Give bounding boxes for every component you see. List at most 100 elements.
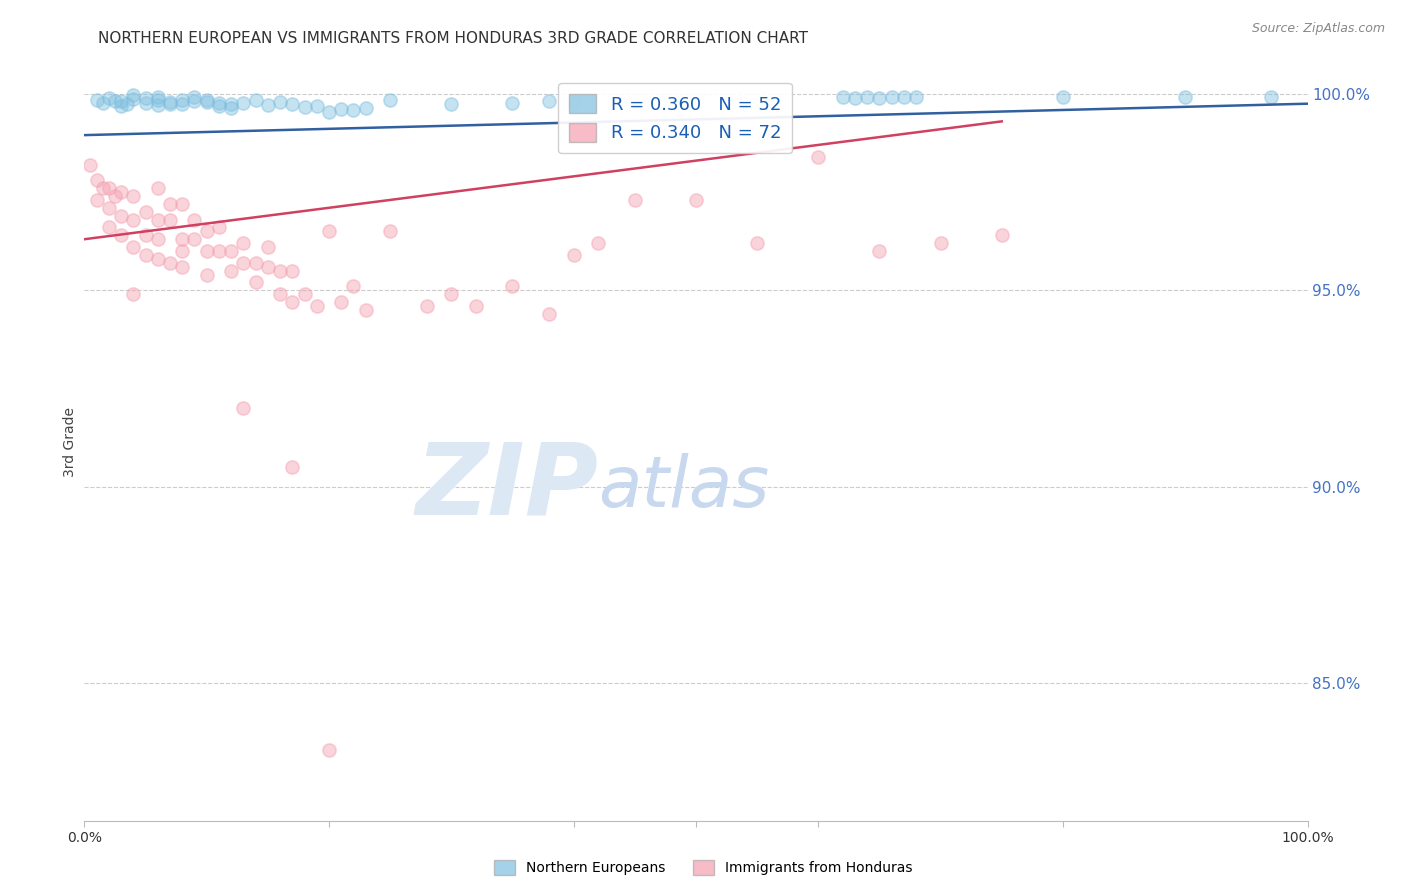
Point	[219, 244, 242, 258]
Point	[146, 98, 169, 112]
Point	[208, 99, 231, 113]
Point	[305, 299, 328, 313]
Point	[281, 295, 304, 310]
Point	[844, 91, 866, 105]
Point	[1174, 89, 1197, 103]
Point	[219, 96, 242, 111]
Point	[97, 201, 120, 215]
Point	[159, 256, 181, 270]
Point	[380, 93, 402, 107]
Point	[97, 220, 120, 235]
Point	[342, 279, 364, 293]
Y-axis label: 3rd Grade: 3rd Grade	[63, 407, 77, 476]
Point	[86, 93, 108, 107]
Point	[146, 252, 169, 266]
Point	[294, 287, 316, 301]
Point	[122, 189, 145, 203]
Point	[183, 95, 205, 109]
Point	[929, 236, 952, 251]
Point	[110, 99, 132, 113]
Point	[122, 88, 145, 103]
Point	[330, 295, 353, 310]
Point	[905, 90, 928, 104]
Point	[257, 240, 280, 254]
Point	[294, 100, 316, 114]
Point	[159, 97, 181, 112]
Point	[586, 236, 609, 251]
Point	[172, 197, 194, 211]
Text: atlas: atlas	[598, 452, 769, 522]
Point	[195, 93, 218, 107]
Point	[219, 263, 242, 277]
Point	[685, 193, 707, 207]
Legend: R = 0.360   N = 52, R = 0.340   N = 72: R = 0.360 N = 52, R = 0.340 N = 72	[558, 83, 792, 153]
Point	[245, 256, 267, 270]
Point	[110, 209, 132, 223]
Point	[354, 302, 377, 317]
Point	[122, 92, 145, 106]
Point	[269, 263, 291, 277]
Point	[232, 256, 254, 270]
Legend: Northern Europeans, Immigrants from Honduras: Northern Europeans, Immigrants from Hond…	[488, 855, 918, 880]
Point	[172, 244, 194, 258]
Point	[195, 244, 218, 258]
Text: ZIP: ZIP	[415, 439, 598, 535]
Point	[208, 220, 231, 235]
Point	[464, 299, 486, 313]
Point	[219, 101, 242, 115]
Point	[245, 93, 267, 107]
Point	[380, 224, 402, 238]
Text: Source: ZipAtlas.com: Source: ZipAtlas.com	[1251, 22, 1385, 36]
Point	[195, 95, 218, 109]
Point	[1260, 90, 1282, 104]
Point	[538, 94, 561, 108]
Point	[330, 102, 353, 116]
Point	[135, 248, 157, 262]
Point	[172, 96, 194, 111]
Point	[869, 244, 891, 258]
Point	[269, 287, 291, 301]
Point	[86, 193, 108, 207]
Point	[1052, 89, 1074, 103]
Point	[110, 94, 132, 108]
Point	[135, 228, 157, 243]
Point	[562, 248, 585, 262]
Point	[146, 89, 169, 103]
Point	[110, 185, 132, 199]
Point	[195, 224, 218, 238]
Point	[159, 95, 181, 109]
Point	[232, 95, 254, 110]
Point	[172, 260, 194, 274]
Point	[893, 90, 915, 104]
Text: NORTHERN EUROPEAN VS IMMIGRANTS FROM HONDURAS 3RD GRADE CORRELATION CHART: NORTHERN EUROPEAN VS IMMIGRANTS FROM HON…	[98, 31, 808, 46]
Point	[195, 268, 218, 282]
Point	[245, 276, 267, 290]
Point	[257, 98, 280, 112]
Point	[135, 96, 157, 111]
Point	[991, 228, 1014, 243]
Point	[208, 95, 231, 110]
Point	[146, 232, 169, 246]
Point	[110, 228, 132, 243]
Point	[146, 212, 169, 227]
Point	[416, 299, 439, 313]
Point	[183, 90, 205, 104]
Point	[86, 173, 108, 187]
Point	[135, 204, 157, 219]
Point	[91, 181, 114, 195]
Point	[122, 240, 145, 254]
Point	[135, 91, 157, 105]
Point	[208, 244, 231, 258]
Point	[104, 94, 127, 108]
Point	[807, 150, 830, 164]
Point	[856, 89, 879, 103]
Point	[146, 93, 169, 107]
Point	[342, 103, 364, 118]
Point	[281, 460, 304, 475]
Point	[115, 96, 138, 111]
Point	[747, 236, 769, 251]
Point	[122, 287, 145, 301]
Point	[172, 232, 194, 246]
Point	[305, 98, 328, 112]
Point	[183, 232, 205, 246]
